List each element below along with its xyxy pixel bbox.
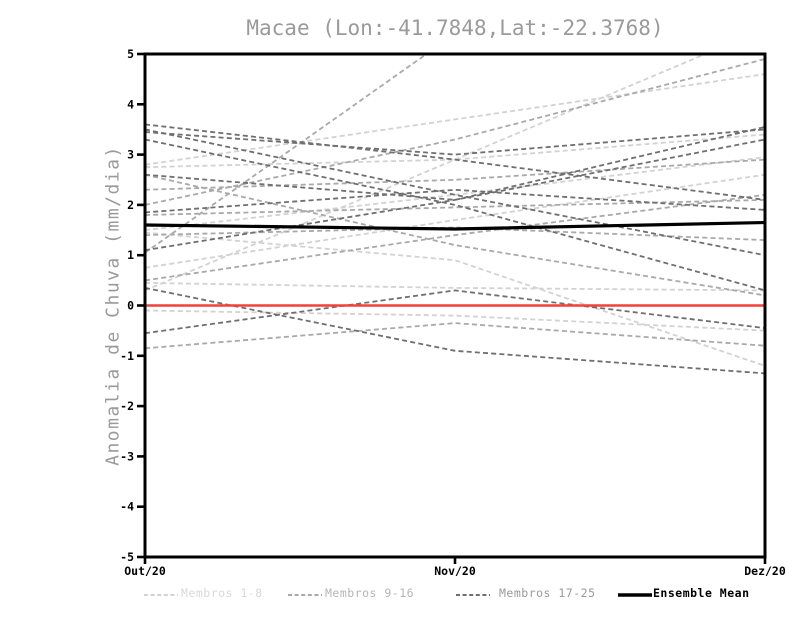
member-line [145, 289, 765, 335]
x-tick-label: Nov/20 [434, 564, 476, 578]
legend-dashed-line-sample [288, 594, 322, 596]
y-tick-label: 5 [127, 47, 134, 61]
chart-title: Macae (Lon:-41.7848,Lat:-22.3768) [246, 16, 664, 40]
y-tick-label: -5 [120, 550, 134, 564]
member-line [145, 309, 765, 332]
member-line [145, 123, 765, 201]
member-line [145, 54, 429, 254]
legend-dashed-line-sample [144, 594, 178, 596]
legend-dashed-line-sample [456, 594, 490, 596]
y-tick-label: 2 [127, 198, 134, 212]
x-tick-label: Dez/20 [744, 564, 786, 578]
member-line [145, 128, 765, 156]
legend-label: Membros 9-16 [325, 586, 415, 600]
member-line [145, 173, 765, 297]
member-line [145, 156, 765, 231]
y-tick-label: 3 [127, 148, 134, 162]
ensemble-mean-line [144, 220, 766, 231]
x-tick-label: Out/20 [124, 564, 166, 578]
member-line [145, 199, 765, 216]
y-tick-label: 4 [127, 97, 134, 111]
member-line [145, 322, 765, 350]
y-tick-label: 0 [127, 299, 134, 313]
member-line [145, 158, 765, 191]
legend-solid-line-sample [618, 593, 652, 597]
member-line [145, 128, 765, 257]
legend-label: Ensemble Mean [653, 586, 750, 600]
member-line [145, 282, 765, 292]
y-tick-label: -2 [120, 399, 134, 413]
member-line [145, 73, 765, 166]
member-line [145, 138, 765, 292]
y-tick-label: -4 [120, 500, 134, 514]
y-tick-label: -1 [120, 349, 134, 363]
member-line [145, 231, 765, 367]
y-tick-label: -3 [120, 449, 134, 463]
legend-label: Membros 17-25 [499, 586, 596, 600]
member-line [145, 287, 765, 375]
member-line [145, 188, 765, 214]
legend-label: Membros 1-8 [181, 586, 263, 600]
member-line [145, 133, 765, 169]
y-tick-label: 1 [127, 248, 134, 262]
member-line [145, 193, 765, 282]
member-line [145, 173, 765, 269]
legend: Membros 1-8 Membros 9-16 Membros 17-25 Ense… [0, 583, 800, 607]
member-line [145, 138, 765, 252]
